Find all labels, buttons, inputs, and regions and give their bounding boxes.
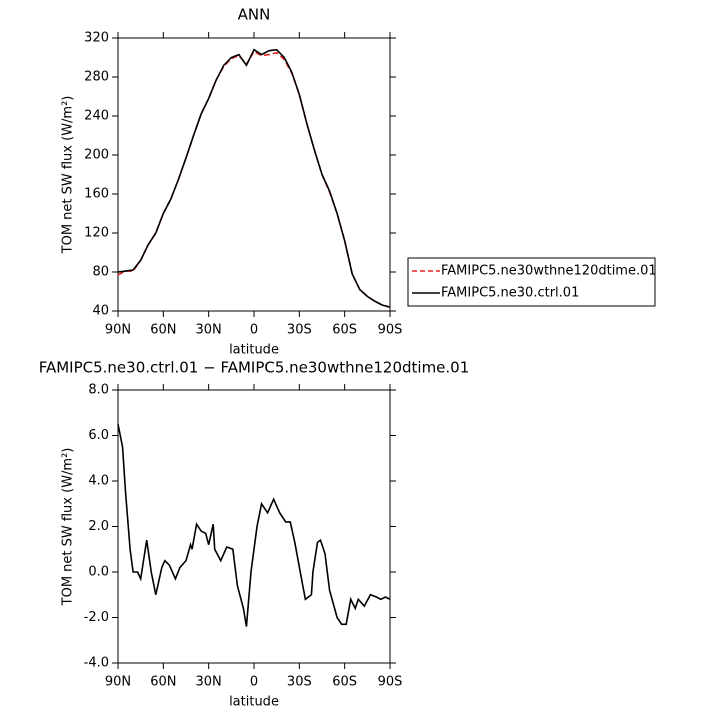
legend-label: FAMIPC5.ne30.ctrl.01 <box>441 286 579 301</box>
x-tick-label: 90S <box>378 675 403 690</box>
x-tick-label: 90N <box>105 675 131 690</box>
x-tick-label: 60S <box>332 323 357 338</box>
y-axis-label: TOM net SW flux (W/m²) <box>61 96 76 255</box>
chart-title: FAMIPC5.ne30.ctrl.01 − FAMIPC5.ne30wthne… <box>39 359 470 377</box>
y-tick-label: 0.0 <box>88 565 109 580</box>
x-tick-label: 60S <box>332 675 357 690</box>
x-tick-label: 30N <box>196 675 222 690</box>
y-tick-label: 4.0 <box>88 474 109 489</box>
y-tick-label: 80 <box>92 265 109 280</box>
legend-label: FAMIPC5.ne30wthne120dtime.01 <box>441 264 657 279</box>
data-line <box>117 423 391 627</box>
y-tick-label: -4.0 <box>84 656 109 671</box>
x-tick-label: 60N <box>150 323 176 338</box>
x-tick-label: 30S <box>287 675 312 690</box>
y-tick-label: 240 <box>84 109 109 124</box>
y-tick-label: 320 <box>84 31 109 46</box>
x-tick-label: 30N <box>196 323 222 338</box>
y-tick-label: 160 <box>84 187 109 202</box>
y-axis-label: TOM net SW flux (W/m²) <box>61 448 76 607</box>
chart-title: ANN <box>238 6 271 24</box>
x-axis-label: latitude <box>229 695 279 710</box>
y-tick-label: 40 <box>92 304 109 319</box>
x-axis-label: latitude <box>229 343 279 358</box>
x-tick-label: 0 <box>250 675 258 690</box>
legend-box <box>407 257 656 307</box>
data-line <box>117 48 391 308</box>
x-tick-label: 0 <box>250 323 258 338</box>
x-tick-label: 90N <box>105 323 131 338</box>
plot-frame <box>117 389 391 664</box>
y-tick-label: 8.0 <box>88 383 109 398</box>
y-tick-label: 280 <box>84 70 109 85</box>
data-line <box>117 50 391 308</box>
y-tick-label: 200 <box>84 148 109 163</box>
y-tick-label: 6.0 <box>88 428 109 443</box>
y-tick-label: -2.0 <box>84 610 109 625</box>
plot-frame <box>117 37 391 312</box>
x-tick-label: 30S <box>287 323 312 338</box>
y-tick-label: 2.0 <box>88 519 109 534</box>
x-tick-label: 90S <box>378 323 403 338</box>
y-tick-label: 120 <box>84 226 109 241</box>
x-tick-label: 60N <box>150 675 176 690</box>
